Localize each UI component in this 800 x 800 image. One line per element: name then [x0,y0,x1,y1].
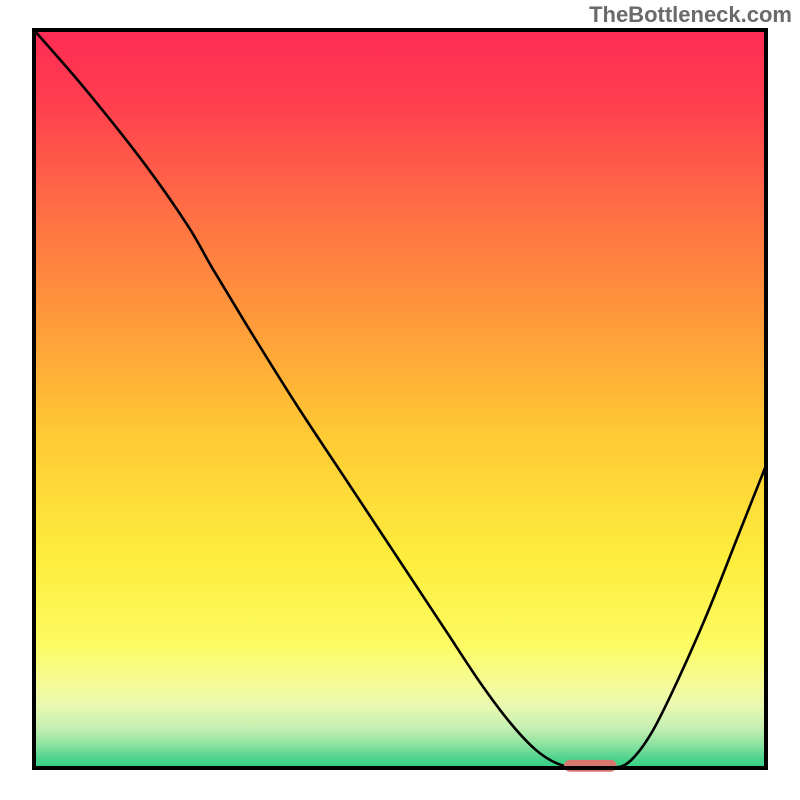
bottleneck-chart: TheBottleneck.com [0,0,800,800]
chart-svg [0,0,800,800]
gradient-background [34,30,766,768]
watermark-text: TheBottleneck.com [589,2,792,28]
